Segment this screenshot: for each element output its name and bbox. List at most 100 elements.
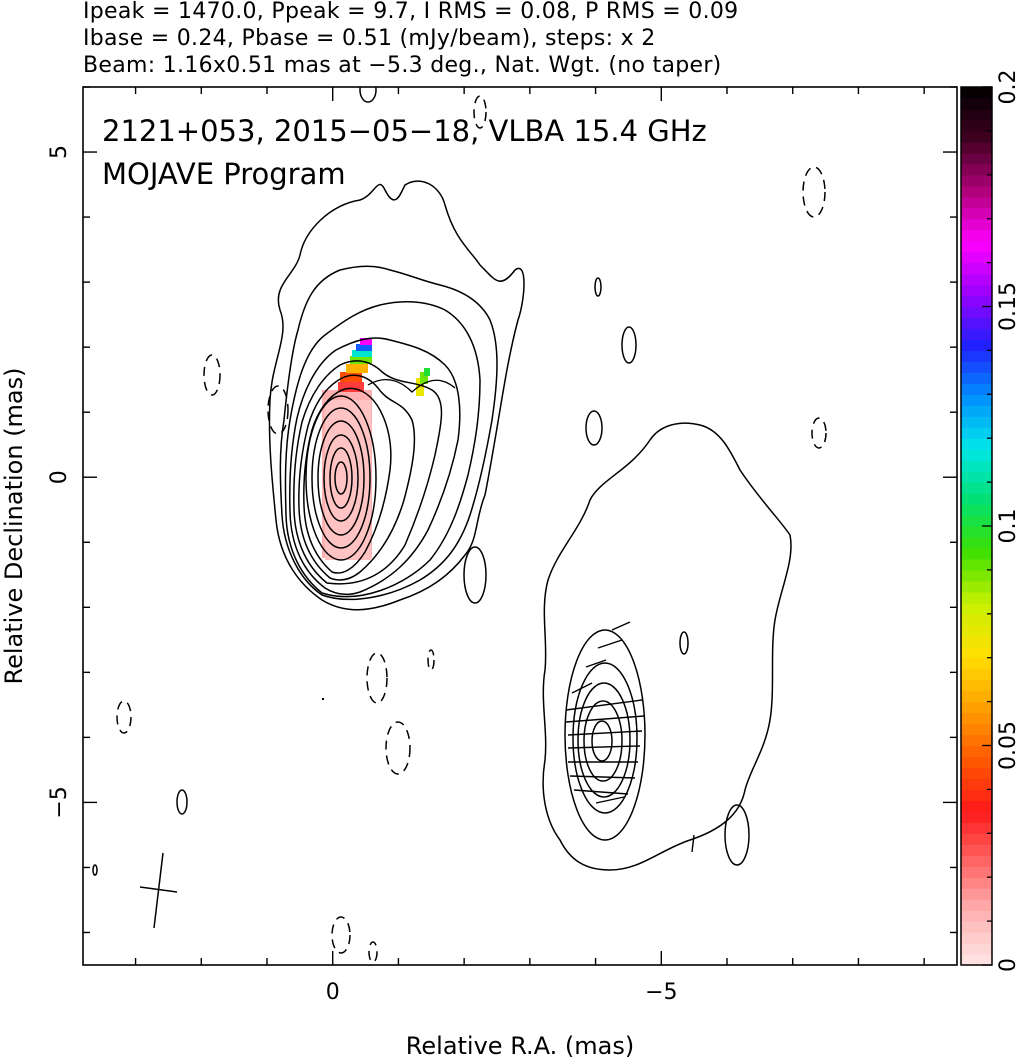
negative-contour xyxy=(473,95,487,129)
colorbar-band xyxy=(961,767,992,780)
colorbar-band xyxy=(961,921,992,933)
colorbar-band xyxy=(961,844,992,856)
polarization-pixel xyxy=(416,378,424,396)
contour-island xyxy=(463,546,487,604)
colorbar-band xyxy=(961,877,992,889)
colorbar-band xyxy=(961,690,992,703)
colorbar-band xyxy=(961,822,992,834)
contour-island xyxy=(724,804,750,866)
beam-cross xyxy=(139,852,178,929)
colorbar-band xyxy=(961,163,992,176)
core-contour-13 xyxy=(334,461,348,495)
colorbar-band xyxy=(961,723,992,736)
core-contour-1 xyxy=(268,180,525,611)
colorbar-ticks xyxy=(982,86,992,966)
colorbar-band xyxy=(961,240,992,253)
colorbar-band xyxy=(961,833,992,845)
colorbar-band xyxy=(961,207,992,220)
colorbar-band xyxy=(961,218,992,231)
contour-island xyxy=(92,864,98,876)
colorbar-band xyxy=(961,361,992,373)
colorbar-band xyxy=(961,295,992,308)
header-line-2: Ibase = 0.24, Pbase = 0.51 (mJy/beam), s… xyxy=(83,26,656,51)
colorbar-band xyxy=(961,811,992,823)
sw-contour-1 xyxy=(542,422,792,871)
colorbar-band xyxy=(961,427,992,439)
colorbar-band xyxy=(961,504,992,516)
polarization-pixel xyxy=(350,356,372,364)
polarization-pixel xyxy=(420,372,428,384)
colorbar-band xyxy=(961,679,992,692)
colorbar-band xyxy=(961,119,992,132)
colorbar xyxy=(961,87,992,966)
sw-contour-6 xyxy=(591,720,613,762)
colorbar-band xyxy=(961,624,992,637)
polarization-pixel xyxy=(346,364,368,373)
x-axis-title: Relative R.A. (mas) xyxy=(406,1032,634,1060)
x-tick-label: −5 xyxy=(645,980,677,1005)
axis-tick-labels: 0 −5 5 0 −5 xyxy=(47,145,678,1005)
colorbar-band xyxy=(961,350,992,362)
core-contour-9 xyxy=(311,407,371,549)
colorbar-band xyxy=(961,482,992,494)
colorbar-band xyxy=(961,646,992,659)
sw-contour-5 xyxy=(583,700,623,782)
colorbar-band xyxy=(961,712,992,725)
sw-contour-2 xyxy=(564,629,646,841)
colorbar-band xyxy=(961,416,992,428)
colorbar-band xyxy=(961,317,992,330)
colorbar-band xyxy=(961,668,992,681)
colorbar-band xyxy=(961,273,992,286)
core-contour-6 xyxy=(298,374,416,581)
contour-island xyxy=(594,277,602,297)
contour-island xyxy=(176,789,188,815)
colorbar-band xyxy=(961,910,992,922)
colorbar-band xyxy=(961,339,992,351)
colorbar-band xyxy=(961,185,992,198)
map-title: 2121+053, 2015−05−18, VLBA 15.4 GHz xyxy=(102,114,707,148)
colorbar-tick-label: 0.05 xyxy=(996,721,1021,770)
header-line-3: Beam: 1.16x0.51 mas at −5.3 deg., Nat. W… xyxy=(83,53,722,78)
colorbar-band xyxy=(961,87,992,99)
negative-contour xyxy=(331,916,351,954)
colorbar-band xyxy=(961,734,992,747)
negative-contour xyxy=(116,700,132,734)
contour-island xyxy=(585,410,603,446)
colorbar-band xyxy=(961,108,992,121)
evpa-vectors xyxy=(565,621,695,853)
colorbar-band xyxy=(961,547,992,560)
header-line-1: Ipeak = 1470.0, Ppeak = 9.7, I RMS = 0.0… xyxy=(83,0,739,24)
polarization-pixel xyxy=(356,344,372,351)
colorbar-band xyxy=(961,888,992,900)
colorbar-band xyxy=(961,262,992,275)
colorbar-band xyxy=(961,438,992,450)
colorbar-band xyxy=(961,756,992,769)
plot-frame xyxy=(82,86,958,966)
colorbar-band xyxy=(961,493,992,505)
colorbar-band xyxy=(961,515,992,527)
contour-island xyxy=(359,87,377,103)
colorbar-band xyxy=(961,899,992,911)
colorbar-band xyxy=(961,405,992,417)
x-tick-label: 0 xyxy=(326,980,340,1005)
negative-contour xyxy=(802,166,826,218)
core-contour-5 xyxy=(293,360,443,585)
negative-contour xyxy=(811,417,827,449)
colorbar-band xyxy=(961,394,992,406)
negative-contour xyxy=(203,354,221,396)
polarization-pixel xyxy=(340,372,362,382)
colorbar-band xyxy=(961,383,992,395)
colorbar-band xyxy=(961,745,992,758)
colorbar-band xyxy=(961,580,992,593)
colorbar-band xyxy=(961,778,992,790)
core-contour-11 xyxy=(323,434,359,522)
colorbar-band xyxy=(961,591,992,604)
colorbar-tick-labels: 0 0.05 0.1 0.15 0.2 xyxy=(996,70,1021,973)
colorbar-band xyxy=(961,558,992,571)
negative-contour xyxy=(366,652,388,704)
core-contour-10 xyxy=(317,420,365,536)
colorbar-band xyxy=(961,943,992,955)
colorbar-band xyxy=(961,526,992,538)
contour-island xyxy=(679,631,689,655)
